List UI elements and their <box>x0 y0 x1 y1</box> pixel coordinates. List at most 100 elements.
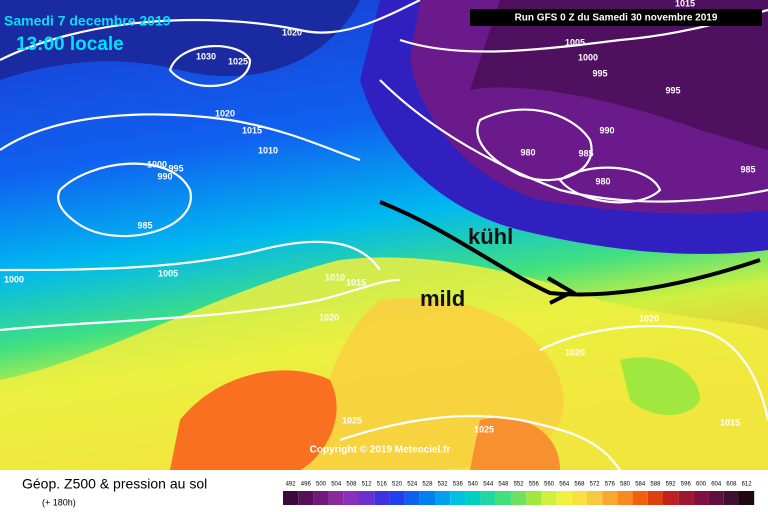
isobar-label: 995 <box>665 85 680 95</box>
cold-label: kühl <box>468 224 513 249</box>
colorbar-label: 608 <box>726 482 737 488</box>
colorbar-swatch <box>632 491 648 505</box>
time-label: 13:00 locale <box>16 34 124 55</box>
colorbar-swatch <box>435 491 451 505</box>
colorbar-swatch <box>541 491 557 505</box>
colorbar-swatch <box>708 491 724 505</box>
colorbar-label: 536 <box>453 482 464 488</box>
isobar-label: 1000 <box>578 52 598 62</box>
run-label: Run GFS 0 Z du Samedi 30 novembre 2019 <box>515 13 718 24</box>
colorbar-swatch <box>587 491 603 505</box>
colorbar-label: 568 <box>574 482 585 488</box>
isobar-label: 1010 <box>325 272 345 282</box>
isobar-label: 990 <box>157 171 172 181</box>
colorbar-swatch <box>298 491 314 505</box>
colorbar-swatch <box>465 491 481 505</box>
colorbar-label: 492 <box>286 482 297 488</box>
isobar-label: 980 <box>595 176 610 186</box>
isobar-label: 1005 <box>158 268 178 278</box>
colorbar-label: 604 <box>711 482 722 488</box>
colorbar-label: 600 <box>696 482 707 488</box>
isobar-label: 1020 <box>282 27 302 37</box>
colorbar-swatch <box>313 491 329 505</box>
isobar-label: 1015 <box>346 277 366 287</box>
colorbar-label: 540 <box>468 482 479 488</box>
isobar-label: 1015 <box>720 417 740 427</box>
footer-title: Géop. Z500 & pression au sol <box>22 476 207 492</box>
isobar-label: 995 <box>592 68 607 78</box>
colorbar-label: 560 <box>544 482 555 488</box>
colorbar-swatch <box>511 491 527 505</box>
isobar-lines <box>0 0 768 470</box>
isobar-label: 985 <box>578 148 593 158</box>
isobar-label: 1025 <box>342 415 362 425</box>
colorbar-label: 528 <box>422 482 433 488</box>
isobar-label: 1030 <box>196 51 216 61</box>
colorbar-label: 512 <box>362 482 373 488</box>
date-label: Samedi 7 decembre 2019 <box>4 13 171 29</box>
front-arrow <box>379 200 761 305</box>
colorbar-label: 612 <box>742 482 753 488</box>
colorbar-label: 592 <box>666 482 677 488</box>
colorbar-label: 576 <box>605 482 616 488</box>
colorbar-label: 524 <box>407 482 418 488</box>
map-background <box>0 0 768 470</box>
colorbar-label: 496 <box>301 482 312 488</box>
colorbar-swatch <box>404 491 420 505</box>
copyright: Copyright © 2019 Meteociel.fr <box>310 445 451 456</box>
colorbar-swatch <box>723 491 739 505</box>
colorbar-swatch <box>617 491 633 505</box>
run-box <box>470 9 762 26</box>
isobar-label: 1020 <box>639 313 659 323</box>
colorbar-swatch <box>739 491 755 505</box>
colorbar-label: 580 <box>620 482 631 488</box>
colorbar-swatch <box>343 491 359 505</box>
colorbar-swatch <box>389 491 405 505</box>
colorbar-label: 572 <box>590 482 601 488</box>
colorbar-swatch <box>556 491 572 505</box>
colorbar-swatch <box>693 491 709 505</box>
colorbar-label: 552 <box>514 482 525 488</box>
isobar-label: 985 <box>137 220 152 230</box>
colorbar-swatch <box>571 491 587 505</box>
isobar-label: 1020 <box>319 312 339 322</box>
colorbar-swatch <box>526 491 542 505</box>
colorbar-label: 544 <box>483 482 494 488</box>
colorbar-swatch <box>495 491 511 505</box>
colorbar-swatch <box>663 491 679 505</box>
isobar-label: 995 <box>168 163 183 173</box>
isobar-label: 1025 <box>228 56 248 66</box>
isobar-label: 1015 <box>242 125 262 135</box>
colorbar-swatch <box>359 491 375 505</box>
isobar-label: 1015 <box>675 0 695 8</box>
colorbar-swatch <box>602 491 618 505</box>
isobar-label: 1000 <box>4 274 24 284</box>
colorbar-swatch <box>283 491 299 505</box>
isobar-label: 1025 <box>474 424 494 434</box>
colorbar-label: 508 <box>346 482 357 488</box>
colorbar-swatch <box>450 491 466 505</box>
colorbar-label: 588 <box>650 482 661 488</box>
colorbar-label: 564 <box>559 482 570 488</box>
colorbar-swatch <box>374 491 390 505</box>
colorbar-swatch <box>480 491 496 505</box>
colorbar-swatch <box>328 491 344 505</box>
colorbar-label: 532 <box>438 482 449 488</box>
colorbar-swatch <box>419 491 435 505</box>
colorbar-swatch <box>678 491 694 505</box>
isobar-label: 1020 <box>215 108 235 118</box>
colorbar-label: 504 <box>331 482 342 488</box>
isobar-label: 1010 <box>258 145 278 155</box>
colorbar-label: 556 <box>529 482 540 488</box>
isobar-label: 1020 <box>565 347 585 357</box>
isobar-label: 1000 <box>147 159 167 169</box>
colorbar-label: 500 <box>316 482 327 488</box>
mild-label: mild <box>420 286 465 311</box>
colorbar-swatch <box>647 491 663 505</box>
isobar-label: 990 <box>599 125 614 135</box>
isobar-label: 980 <box>520 147 535 157</box>
colorbar-label: 584 <box>635 482 646 488</box>
colorbar-label: 596 <box>681 482 692 488</box>
colorbar-label: 548 <box>498 482 509 488</box>
